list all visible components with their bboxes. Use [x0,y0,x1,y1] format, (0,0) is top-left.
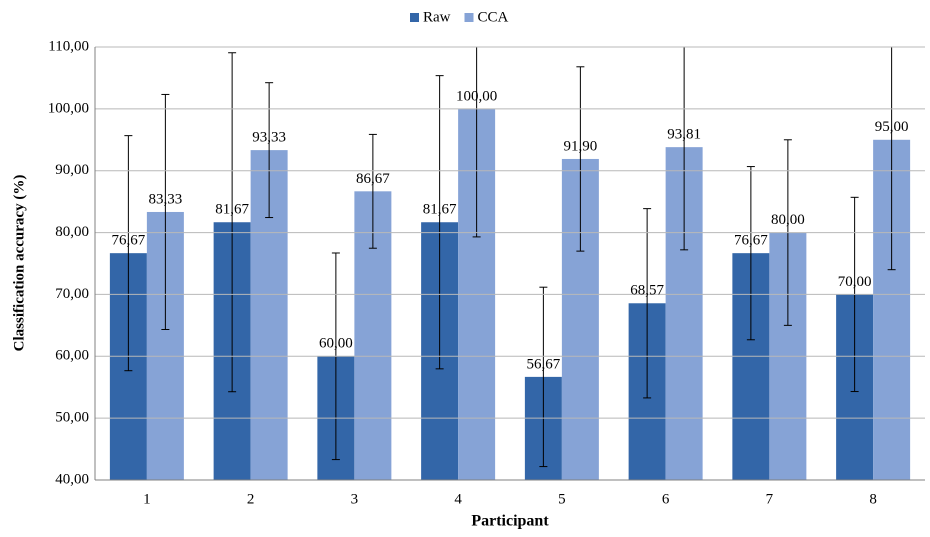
y-tick-label: 70,00 [55,286,89,302]
x-tick-label: 1 [143,491,151,507]
x-tick-label: 5 [558,491,566,507]
y-tick-label: 60,00 [55,348,89,364]
data-label: 68,57 [630,283,664,299]
data-label: 70,00 [838,274,872,290]
x-tick-label: 2 [247,491,255,507]
legend-label: Raw [423,9,451,25]
data-label: 56,67 [527,356,561,372]
legend-label: CCA [478,9,509,25]
y-tick-label: 40,00 [55,471,89,487]
y-axis-label: Classification accuracy (%) [11,175,27,352]
y-tick-label: 50,00 [55,410,89,426]
data-label: 95,00 [875,119,909,135]
data-label: 93,81 [667,127,701,143]
x-tick-label: 8 [869,491,877,507]
data-label: 83,33 [149,191,183,207]
legend-marker [410,13,419,22]
y-tick-label: 100,00 [48,100,89,116]
legend-marker [464,13,474,22]
data-label: 76,67 [734,233,768,249]
data-label: 60,00 [319,336,353,352]
data-label: 81,67 [215,202,249,218]
data-label: 80,00 [771,212,805,228]
y-tick-label: 110,00 [48,38,89,54]
y-tick-label: 90,00 [55,162,89,178]
data-label: 76,67 [112,233,146,249]
y-tick-label: 80,00 [55,224,89,240]
data-label: 91,90 [564,138,598,154]
x-tick-label: 3 [351,491,359,507]
x-tick-label: 4 [454,491,462,507]
x-tick-label: 6 [662,491,670,507]
x-tick-label: 7 [766,491,774,507]
x-axis-label: Participant [471,513,549,530]
data-label: 86,67 [356,171,390,187]
data-label: 100,00 [456,88,497,104]
plot-area [109,47,911,480]
data-label: 81,67 [423,202,457,218]
data-label: 93,33 [252,130,286,146]
